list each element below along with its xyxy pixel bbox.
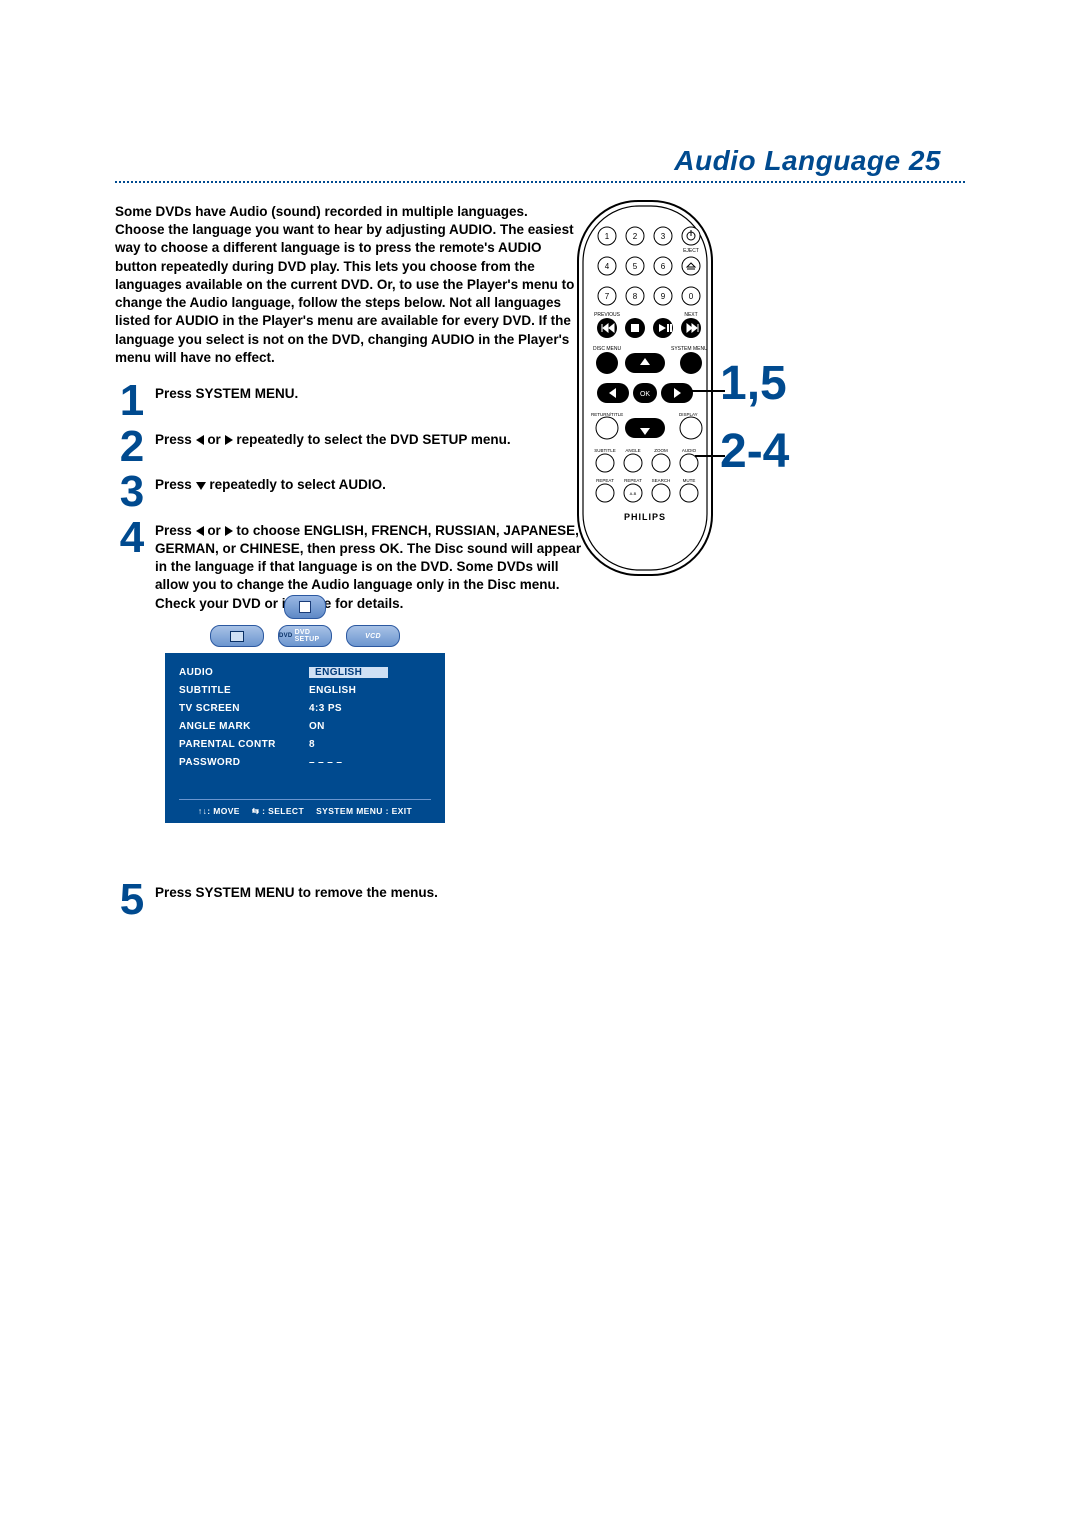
osd-footer-move: ↑↓: MOVE: [198, 806, 240, 817]
osd-footer: ↑↓: MOVE ⇆ : SELECT SYSTEM MENU : EXIT: [179, 799, 431, 817]
step: 5 Press SYSTEM MENU to remove the menus.: [115, 880, 585, 920]
svg-text:SEARCH: SEARCH: [652, 478, 671, 483]
osd-row-label: AUDIO: [179, 667, 309, 678]
step: 2 Press or repeatedly to select the DVD …: [115, 427, 585, 467]
osd-row-value: 8: [309, 739, 315, 750]
osd-tab-bar: DVDDVD SETUP VCD: [165, 625, 445, 647]
svg-text:6: 6: [661, 262, 666, 271]
osd-tab-label: DVD SETUP: [295, 629, 331, 643]
svg-text:SYSTEM MENU: SYSTEM MENU: [671, 346, 708, 352]
osd-row: PASSWORD– – – –: [179, 753, 431, 771]
triangle-left-icon: [196, 526, 204, 536]
steps-list: 1 Press SYSTEM MENU. 2 Press or repeated…: [115, 381, 585, 613]
svg-text:EJECT: EJECT: [683, 248, 699, 254]
svg-text:0: 0: [689, 292, 694, 301]
step-number: 3: [115, 472, 149, 512]
svg-text:PHILIPS: PHILIPS: [624, 512, 666, 522]
triangle-left-icon: [196, 435, 204, 445]
callout-label: 2-4: [720, 423, 789, 481]
osd-row-label: SUBTITLE: [179, 685, 309, 696]
callout-leader: [685, 390, 725, 392]
svg-text:ANGLE: ANGLE: [625, 448, 640, 453]
osd-tab-pill: [210, 625, 264, 647]
svg-text:8: 8: [633, 292, 638, 301]
vcd-icon: VCD: [365, 633, 381, 640]
tv-icon: [230, 631, 244, 642]
osd-row: ANGLE MARKON: [179, 717, 431, 735]
svg-text:OK: OK: [640, 391, 650, 398]
step-text-part: Press: [155, 432, 196, 447]
osd-row: TV SCREEN4:3 PS: [179, 699, 431, 717]
step: 3 Press repeatedly to select AUDIO.: [115, 472, 585, 512]
page-title: Audio Language 25: [115, 145, 965, 177]
svg-text:9: 9: [661, 292, 666, 301]
osd-stop-tab: [284, 595, 326, 619]
svg-text:REPEAT: REPEAT: [596, 478, 614, 483]
step-number: 1: [115, 381, 149, 421]
divider: [115, 181, 965, 183]
svg-text:1: 1: [605, 232, 610, 241]
step-number: 5: [115, 880, 149, 920]
triangle-right-icon: [225, 526, 233, 536]
osd-row: AUDIOENGLISH: [179, 663, 431, 681]
remote-control: 1 2 3 4 5 6 EJECT 7 8 9 0 PREVIOUS NEXT D…: [575, 198, 715, 578]
step: 1 Press SYSTEM MENU.: [115, 381, 585, 421]
osd-row-label: PARENTAL CONTR: [179, 739, 309, 750]
svg-text:4: 4: [605, 262, 610, 271]
svg-text:AUDIO: AUDIO: [682, 448, 697, 453]
svg-text:5: 5: [633, 262, 638, 271]
svg-text:3: 3: [661, 232, 666, 241]
triangle-down-icon: [196, 482, 206, 490]
callout-label: 1,5: [720, 355, 789, 413]
stop-icon: [299, 601, 311, 613]
step-text: Press SYSTEM MENU to remove the menus.: [149, 880, 438, 902]
osd-row-label: PASSWORD: [179, 757, 309, 768]
svg-text:NEXT: NEXT: [684, 312, 697, 318]
svg-text:MUTE: MUTE: [683, 478, 696, 483]
triangle-right-icon: [225, 435, 233, 445]
osd-row: PARENTAL CONTR8: [179, 735, 431, 753]
intro-text: Some DVDs have Audio (sound) recorded in…: [115, 203, 575, 367]
svg-text:2: 2: [633, 232, 638, 241]
step-text: Press or repeatedly to select the DVD SE…: [149, 427, 511, 449]
osd-row-value: ON: [309, 721, 325, 732]
step-text: Press SYSTEM MENU.: [149, 381, 298, 403]
svg-text:SUBTITLE: SUBTITLE: [594, 448, 616, 453]
osd-footer-exit: SYSTEM MENU : EXIT: [316, 806, 412, 817]
step-number: 2: [115, 427, 149, 467]
osd-row-value: 4:3 PS: [309, 703, 342, 714]
osd-row-value: – – – –: [309, 757, 342, 768]
osd-panel: AUDIOENGLISHSUBTITLEENGLISHTV SCREEN4:3 …: [165, 653, 445, 823]
svg-text:DISPLAY: DISPLAY: [679, 412, 698, 417]
step-number: 4: [115, 518, 149, 558]
svg-text:REPEAT: REPEAT: [624, 478, 642, 483]
svg-text:DISC MENU: DISC MENU: [593, 346, 621, 352]
osd-tab-pill: VCD: [346, 625, 400, 647]
step-text-part: Press: [155, 477, 196, 492]
osd-row: SUBTITLEENGLISH: [179, 681, 431, 699]
osd-row-label: TV SCREEN: [179, 703, 309, 714]
svg-text:7: 7: [605, 292, 610, 301]
osd-tab-pill: DVDDVD SETUP: [278, 625, 332, 647]
osd-row-value: ENGLISH: [309, 667, 388, 678]
svg-text:PREVIOUS: PREVIOUS: [594, 312, 621, 318]
step-text-part: repeatedly to select the DVD SETUP menu.: [236, 432, 510, 447]
step-text-part: repeatedly to select AUDIO.: [209, 477, 386, 492]
osd-footer-select: ⇆ : SELECT: [252, 806, 304, 817]
osd-row-label: ANGLE MARK: [179, 721, 309, 732]
step-text: Press repeatedly to select AUDIO.: [149, 472, 386, 494]
svg-text:RETURN/TITLE: RETURN/TITLE: [591, 412, 623, 417]
svg-text:A-B: A-B: [630, 491, 637, 496]
step-text-part: Press: [155, 523, 196, 538]
svg-text:ZOOM: ZOOM: [654, 448, 668, 453]
osd-menu: DVDDVD SETUP VCD AUDIOENGLISHSUBTITLEENG…: [165, 595, 445, 823]
osd-row-value: ENGLISH: [309, 685, 356, 696]
remote-callouts: 1,5 2-4: [720, 355, 789, 490]
